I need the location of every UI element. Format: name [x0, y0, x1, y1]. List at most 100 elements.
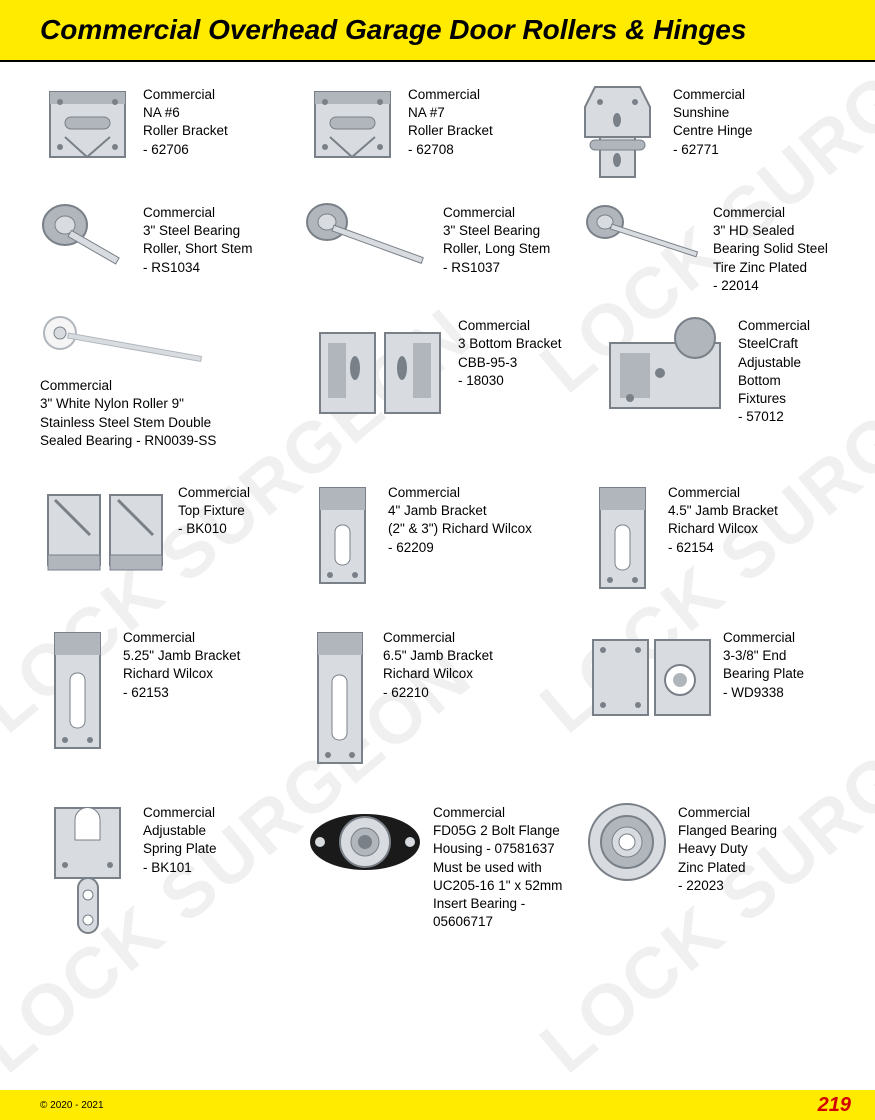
catalog-row: Commercial 5.25" Jamb Bracket Richard Wi…	[40, 625, 845, 770]
desc-line: Commercial	[668, 484, 778, 502]
desc-line: Must be used with	[433, 859, 585, 877]
desc-line: - BK010	[178, 520, 250, 538]
desc-line: (2" & 3") Richard Wilcox	[388, 520, 532, 538]
desc-line: SteelCraft	[738, 335, 810, 353]
desc-line: 3" Steel Bearing	[443, 222, 550, 240]
product-cell: Commercial Sunshine Centre Hinge - 62771	[570, 82, 835, 182]
catalog-row: Commercial Top Fixture - BK010 Commercia…	[40, 480, 845, 595]
desc-line: - 62210	[383, 684, 493, 702]
catalog-row: Commercial NA #6 Roller Bracket - 62706 …	[40, 82, 845, 182]
product-desc: Commercial Sunshine Centre Hinge - 62771	[673, 82, 753, 159]
product-image	[40, 480, 170, 580]
product-desc: Commercial 4.5" Jamb Bracket Richard Wil…	[668, 480, 778, 557]
product-desc: Commercial 6.5" Jamb Bracket Richard Wil…	[383, 625, 493, 702]
product-cell: Commercial 3" HD Sealed Bearing Solid St…	[585, 200, 850, 295]
desc-line: 3-3/8" End	[723, 647, 804, 665]
product-cell: Commercial 3" Steel Bearing Roller, Long…	[305, 200, 585, 285]
product-image	[585, 800, 670, 885]
desc-line: Roller Bracket	[408, 122, 493, 140]
desc-line: Stainless Steel Stem Double	[40, 414, 216, 432]
desc-line: Bottom	[738, 372, 810, 390]
desc-line: Roller Bracket	[143, 122, 228, 140]
desc-line: Tire Zinc Plated	[713, 259, 828, 277]
desc-line: Sunshine	[673, 104, 753, 122]
desc-line: Richard Wilcox	[123, 665, 240, 683]
desc-line: 6.5" Jamb Bracket	[383, 647, 493, 665]
desc-line: - 18030	[458, 372, 562, 390]
product-desc: Commercial 3" White Nylon Roller 9" Stai…	[40, 373, 216, 450]
product-image	[305, 625, 375, 770]
desc-line: Commercial	[443, 204, 550, 222]
desc-line: - 62708	[408, 141, 493, 159]
catalog-row: Commercial Adjustable Spring Plate - BK1…	[40, 800, 845, 940]
desc-line: Commercial	[723, 629, 804, 647]
product-image	[305, 800, 425, 885]
product-image	[305, 82, 400, 167]
product-image	[305, 200, 435, 285]
product-cell: Commercial 5.25" Jamb Bracket Richard Wi…	[40, 625, 305, 755]
product-desc: Commercial SteelCraft Adjustable Bottom …	[738, 313, 810, 426]
catalog-row: Commercial 3" Steel Bearing Roller, Shor…	[40, 200, 845, 295]
product-cell: Commercial Top Fixture - BK010	[40, 480, 305, 580]
product-cell: Commercial Flanged Bearing Heavy Duty Zi…	[585, 800, 850, 895]
product-desc: Commercial NA #7 Roller Bracket - 62708	[408, 82, 493, 159]
product-cell: Commercial 3" Steel Bearing Roller, Shor…	[40, 200, 305, 285]
product-image	[40, 800, 135, 940]
page-number: 219	[818, 1094, 851, 1117]
product-image	[40, 200, 135, 285]
page-title: Commercial Overhead Garage Door Rollers …	[40, 14, 855, 46]
desc-line: CBB-95-3	[458, 354, 562, 372]
desc-line: Spring Plate	[143, 840, 217, 858]
desc-line: Commercial	[123, 629, 240, 647]
desc-line: Commercial	[433, 804, 585, 822]
desc-line: 4.5" Jamb Bracket	[668, 502, 778, 520]
desc-line: - 22023	[678, 877, 777, 895]
desc-line: Richard Wilcox	[383, 665, 493, 683]
product-image	[305, 480, 380, 590]
desc-line: Commercial	[678, 804, 777, 822]
desc-line: Commercial	[408, 86, 493, 104]
desc-line: Housing - 07581637	[433, 840, 585, 858]
desc-line: UC205-16 1" x 52mm	[433, 877, 585, 895]
desc-line: Commercial	[143, 204, 253, 222]
product-desc: Commercial Flanged Bearing Heavy Duty Zi…	[678, 800, 777, 895]
desc-line: Roller, Short Stem	[143, 240, 253, 258]
product-cell: Commercial FD05G 2 Bolt Flange Housing -…	[305, 800, 585, 932]
desc-line: - 62771	[673, 141, 753, 159]
desc-line: Commercial	[143, 86, 228, 104]
product-image	[570, 82, 665, 182]
product-cell: Commercial 3" White Nylon Roller 9" Stai…	[40, 313, 290, 450]
product-desc: Commercial 3 Bottom Bracket CBB-95-3 - 1…	[458, 313, 562, 390]
product-desc: Commercial Top Fixture - BK010	[178, 480, 250, 539]
product-desc: Commercial 3" HD Sealed Bearing Solid St…	[713, 200, 828, 295]
product-image	[585, 200, 705, 285]
desc-line: Commercial	[388, 484, 532, 502]
product-image	[40, 625, 115, 755]
desc-line: Zinc Plated	[678, 859, 777, 877]
desc-line: Commercial	[738, 317, 810, 335]
desc-line: Commercial	[713, 204, 828, 222]
desc-line: NA #7	[408, 104, 493, 122]
desc-line: - 62706	[143, 141, 228, 159]
desc-line: Adjustable	[143, 822, 217, 840]
desc-line: Heavy Duty	[678, 840, 777, 858]
desc-line: Commercial	[458, 317, 562, 335]
product-cell: Commercial 3-3/8" End Bearing Plate - WD…	[585, 625, 850, 725]
desc-line: Commercial	[178, 484, 250, 502]
product-cell: Commercial NA #6 Roller Bracket - 62706	[40, 82, 305, 167]
product-desc: Commercial 3" Steel Bearing Roller, Shor…	[143, 200, 253, 277]
desc-line: Sealed Bearing - RN0039-SS	[40, 432, 216, 450]
product-image	[585, 625, 715, 725]
desc-line: Commercial	[383, 629, 493, 647]
product-cell: Commercial 3 Bottom Bracket CBB-95-3 - 1…	[310, 313, 600, 423]
desc-line: Richard Wilcox	[668, 520, 778, 538]
product-desc: Commercial FD05G 2 Bolt Flange Housing -…	[433, 800, 585, 932]
product-image	[600, 313, 730, 423]
product-cell: Commercial 6.5" Jamb Bracket Richard Wil…	[305, 625, 585, 770]
desc-line: 3" HD Sealed	[713, 222, 828, 240]
desc-line: - 62154	[668, 539, 778, 557]
product-cell: Commercial 4.5" Jamb Bracket Richard Wil…	[585, 480, 850, 595]
desc-line: - WD9338	[723, 684, 804, 702]
product-image	[40, 82, 135, 167]
product-image	[585, 480, 660, 595]
